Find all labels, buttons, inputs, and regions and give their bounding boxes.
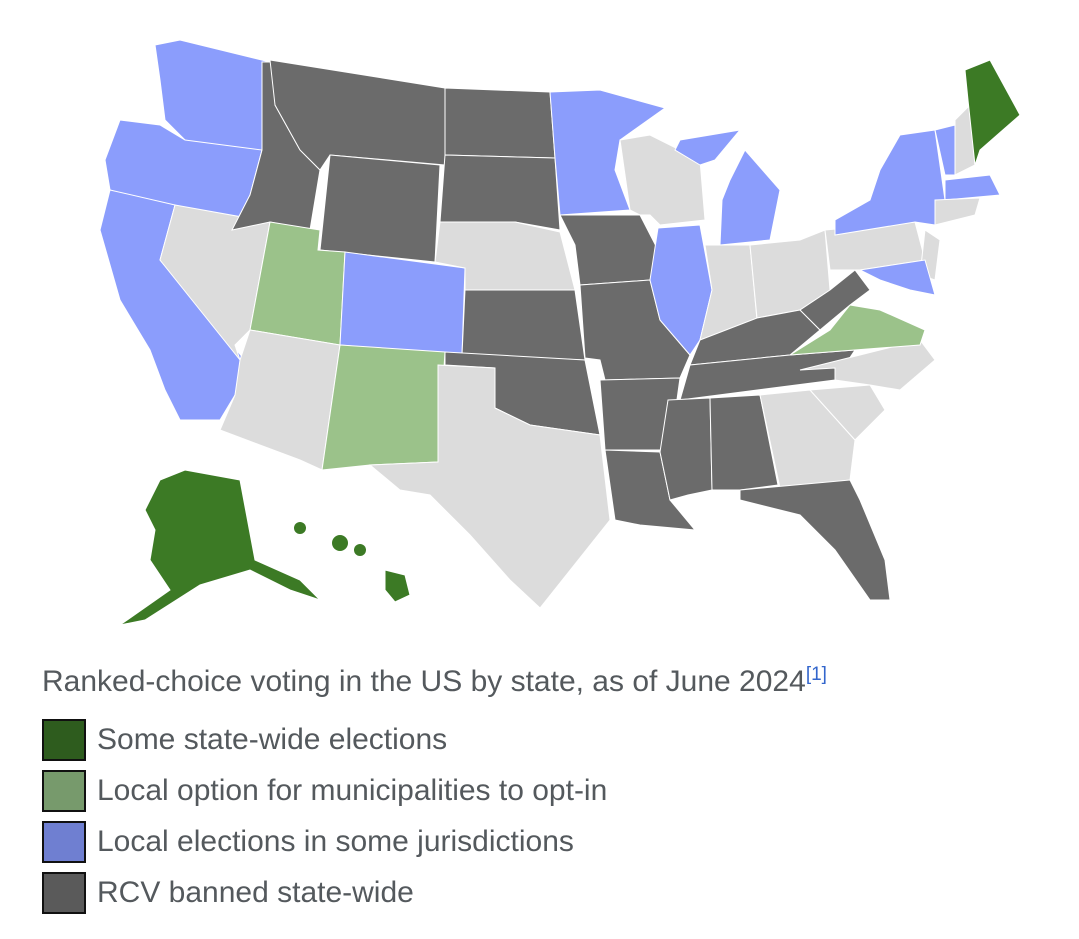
legend-swatch [42, 871, 86, 914]
state-hi-island [332, 535, 348, 551]
state-ga [759, 389, 856, 489]
legend-swatch [42, 769, 86, 812]
state-nm [321, 344, 446, 471]
legend-item-option: Local option for municipalities to opt-i… [42, 765, 607, 816]
state-il [649, 224, 713, 356]
map-caption: Ranked-choice voting in the US by state,… [42, 664, 827, 699]
state-hi-island [294, 522, 306, 534]
state-mi [674, 129, 742, 166]
legend-label: Local elections in some jurisdictions [97, 824, 574, 858]
state-nc [799, 339, 936, 391]
state-tx [368, 364, 611, 609]
state-mi [719, 149, 781, 246]
state-mn [549, 89, 667, 216]
state-hi [384, 569, 411, 603]
state-md [858, 259, 936, 296]
caption-text: Ranked-choice voting in the US by state,… [42, 665, 806, 698]
legend: Some state-wide elections Local option f… [42, 714, 607, 918]
state-sc [808, 384, 886, 441]
state-fl [739, 479, 891, 601]
state-co [339, 251, 466, 356]
state-ny [834, 129, 946, 236]
us-state-map [99, 39, 1021, 626]
legend-swatch [42, 718, 86, 761]
state-hi-island [354, 544, 366, 556]
state-ct [934, 197, 981, 226]
legend-swatch [42, 820, 86, 863]
state-ma [944, 174, 1001, 201]
state-me [964, 59, 1021, 166]
legend-item-local: Local elections in some jurisdictions [42, 816, 607, 867]
state-wi [619, 134, 706, 226]
state-ak [119, 469, 321, 626]
state-ks [461, 289, 586, 361]
legend-item-banned: RCV banned state-wide [42, 867, 607, 918]
legend-label: RCV banned state-wide [97, 875, 414, 909]
state-sd [439, 154, 561, 231]
state-ia [559, 214, 659, 286]
state-ms [659, 397, 713, 501]
legend-item-statewide: Some state-wide elections [42, 714, 607, 765]
reference-link[interactable]: [1] [805, 664, 827, 685]
state-wy [319, 154, 441, 263]
state-va [789, 304, 926, 356]
legend-label: Local option for municipalities to opt-i… [97, 773, 608, 807]
state-al [709, 394, 779, 491]
legend-label: Some state-wide elections [97, 722, 448, 756]
state-nd [444, 87, 556, 159]
